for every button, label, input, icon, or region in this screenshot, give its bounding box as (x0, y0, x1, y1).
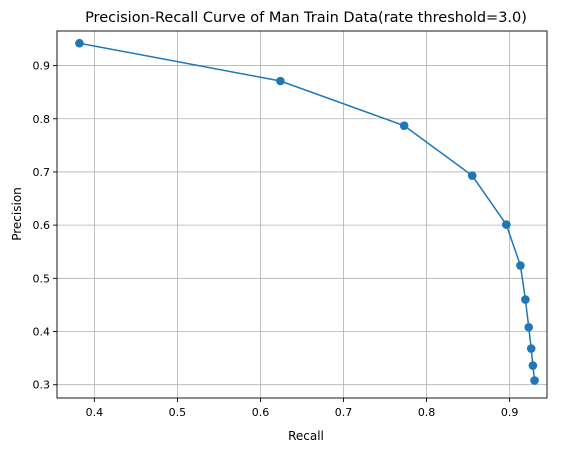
y-tick-label: 0.4 (33, 326, 51, 339)
data-point (528, 361, 538, 370)
series-layer (75, 38, 539, 385)
data-point (516, 261, 525, 270)
y-tick-label: 0.6 (33, 219, 51, 232)
data-point (530, 376, 539, 385)
x-tick-label: 0.5 (169, 406, 187, 419)
data-point (399, 121, 409, 130)
data-point (276, 76, 285, 86)
series-line (79, 42, 536, 381)
data-point (524, 322, 534, 332)
grid-lines (57, 31, 547, 398)
y-tick-label: 0.9 (33, 60, 51, 73)
y-axis-label: Precision (10, 187, 24, 241)
plot-frame (56, 30, 548, 399)
data-point (526, 344, 536, 353)
x-tick-label: 0.9 (501, 406, 519, 419)
chart-title: Precision-Recall Curve of Man Train Data… (85, 10, 527, 26)
y-tick-label: 0.5 (33, 272, 51, 285)
y-tick-label: 0.8 (33, 113, 51, 126)
y-tick-label: 0.3 (33, 379, 51, 392)
x-tick-label: 0.8 (418, 406, 436, 419)
y-tick-label: 0.7 (33, 166, 51, 179)
x-tick-label: 0.4 (86, 406, 104, 419)
axis-ticks: 0.4 0.5 0.6 0.7 0.8 0.9 0.3 0.4 0.5 0.6 0.7 0.8 0.9 (33, 60, 519, 419)
x-tick-label: 0.6 (252, 406, 270, 419)
data-point (75, 38, 84, 48)
data-point (467, 171, 477, 180)
data-point (502, 220, 511, 229)
x-tick-label: 0.7 (335, 406, 353, 419)
x-axis-label: Recall (288, 429, 324, 443)
data-point (521, 295, 530, 304)
